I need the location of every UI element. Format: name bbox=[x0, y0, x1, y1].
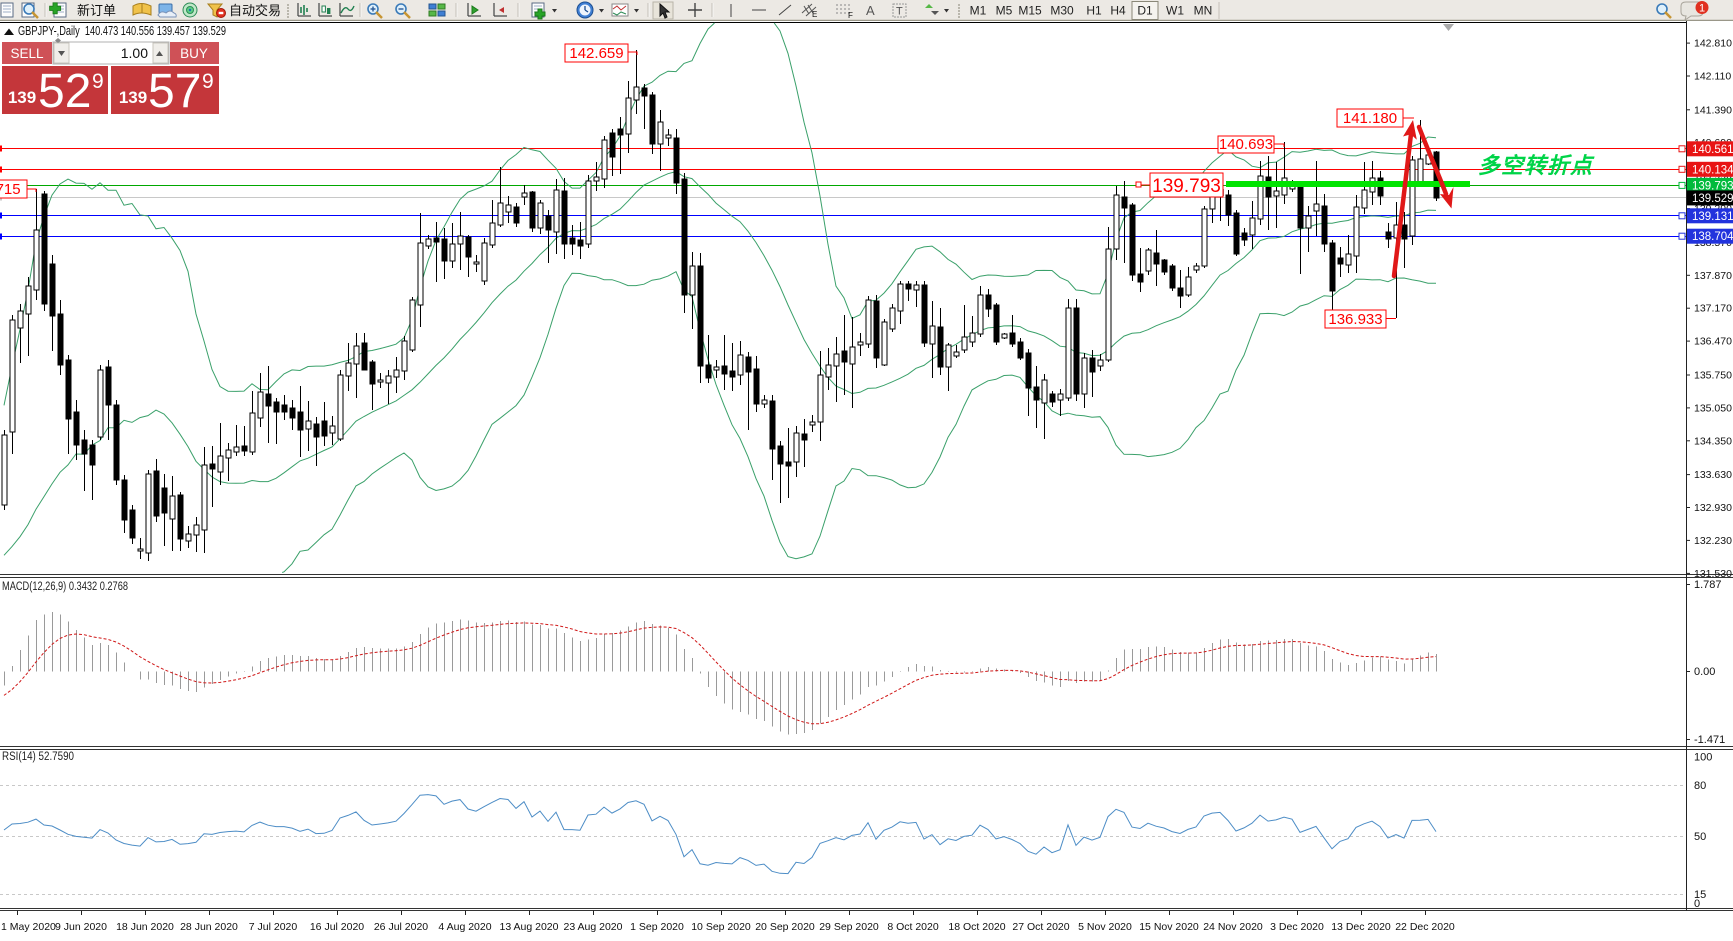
svg-text:20 Sep 2020: 20 Sep 2020 bbox=[755, 921, 815, 933]
svg-text:134.350: 134.350 bbox=[1694, 435, 1732, 447]
svg-text:26 Jul 2020: 26 Jul 2020 bbox=[374, 921, 428, 933]
svg-text:新订单: 新订单 bbox=[77, 3, 116, 18]
svg-text:M5: M5 bbox=[996, 4, 1013, 18]
svg-text:D1: D1 bbox=[1137, 4, 1153, 18]
svg-text:1 May 2020: 1 May 2020 bbox=[1, 921, 56, 933]
svg-text:W1: W1 bbox=[1166, 4, 1184, 18]
svg-text:F: F bbox=[848, 11, 853, 20]
svg-text:多空转折点: 多空转折点 bbox=[1478, 153, 1595, 178]
svg-text:-1.471: -1.471 bbox=[1694, 734, 1725, 746]
svg-text:16 Jul 2020: 16 Jul 2020 bbox=[310, 921, 364, 933]
svg-text:27 Oct 2020: 27 Oct 2020 bbox=[1012, 921, 1069, 933]
svg-text:140.134: 140.134 bbox=[1692, 164, 1733, 176]
svg-text:140.693: 140.693 bbox=[1219, 136, 1273, 153]
svg-text:13 Aug 2020: 13 Aug 2020 bbox=[500, 921, 559, 933]
svg-text:E: E bbox=[812, 10, 817, 19]
svg-text:3 Dec 2020: 3 Dec 2020 bbox=[1270, 921, 1324, 933]
svg-text:7 Jul 2020: 7 Jul 2020 bbox=[249, 921, 298, 933]
svg-text:A: A bbox=[866, 3, 875, 18]
svg-text:9: 9 bbox=[92, 70, 104, 93]
svg-text:H4: H4 bbox=[1110, 4, 1126, 18]
svg-text:100: 100 bbox=[1694, 752, 1712, 764]
svg-text:1: 1 bbox=[1699, 3, 1705, 15]
svg-text:141.180: 141.180 bbox=[1343, 110, 1397, 127]
svg-text:80: 80 bbox=[1694, 780, 1706, 792]
svg-text:135.750: 135.750 bbox=[1694, 370, 1732, 382]
svg-text:139.793: 139.793 bbox=[1692, 180, 1733, 192]
svg-text:136.933: 136.933 bbox=[1328, 311, 1382, 328]
svg-text:139: 139 bbox=[119, 88, 147, 107]
svg-text:140.561: 140.561 bbox=[1692, 144, 1733, 156]
svg-text:15 Nov 2020: 15 Nov 2020 bbox=[1139, 921, 1199, 933]
svg-text:139.715: 139.715 bbox=[0, 181, 21, 198]
svg-text:137.170: 137.170 bbox=[1694, 303, 1732, 315]
svg-text:GBPJPY-,Daily 140.473 140.556: GBPJPY-,Daily 140.473 140.556 139.457 13… bbox=[18, 24, 226, 38]
svg-text:24 Nov 2020: 24 Nov 2020 bbox=[1203, 921, 1263, 933]
svg-text:135.050: 135.050 bbox=[1694, 402, 1732, 414]
svg-text:132.230: 132.230 bbox=[1694, 535, 1732, 547]
svg-text:1.787: 1.787 bbox=[1694, 579, 1722, 591]
svg-text:9 Jun 2020: 9 Jun 2020 bbox=[55, 921, 107, 933]
svg-text:SELL: SELL bbox=[10, 46, 44, 61]
svg-text:57: 57 bbox=[148, 65, 201, 118]
svg-text:M30: M30 bbox=[1050, 4, 1074, 18]
svg-text:15: 15 bbox=[1694, 889, 1706, 901]
svg-text:BUY: BUY bbox=[180, 46, 208, 61]
svg-text:141.390: 141.390 bbox=[1694, 104, 1732, 116]
svg-text:4 Aug 2020: 4 Aug 2020 bbox=[438, 921, 491, 933]
svg-text:MN: MN bbox=[1194, 4, 1213, 18]
svg-text:0: 0 bbox=[1694, 898, 1700, 910]
svg-text:50: 50 bbox=[1694, 831, 1706, 843]
svg-text:132.930: 132.930 bbox=[1694, 502, 1732, 514]
svg-text:M15: M15 bbox=[1018, 4, 1042, 18]
svg-text:139.793: 139.793 bbox=[1152, 176, 1221, 197]
svg-text:9: 9 bbox=[202, 70, 214, 93]
svg-text:H1: H1 bbox=[1086, 4, 1102, 18]
svg-text:自动交易: 自动交易 bbox=[229, 3, 281, 18]
svg-text:142.110: 142.110 bbox=[1694, 71, 1731, 83]
svg-text:MACD(12,26,9) 0.3432 0.2768: MACD(12,26,9) 0.3432 0.2768 bbox=[2, 581, 128, 593]
svg-text:137.870: 137.870 bbox=[1694, 270, 1732, 282]
svg-text:23 Aug 2020: 23 Aug 2020 bbox=[564, 921, 623, 933]
svg-text:13 Dec 2020: 13 Dec 2020 bbox=[1331, 921, 1391, 933]
svg-text:142.810: 142.810 bbox=[1694, 38, 1732, 50]
svg-text:29 Sep 2020: 29 Sep 2020 bbox=[819, 921, 879, 933]
svg-text:142.659: 142.659 bbox=[569, 45, 623, 62]
svg-text:131.530: 131.530 bbox=[1694, 568, 1732, 580]
svg-text:18 Oct 2020: 18 Oct 2020 bbox=[948, 921, 1005, 933]
svg-text:1.00: 1.00 bbox=[121, 45, 148, 61]
svg-text:52: 52 bbox=[38, 65, 91, 118]
svg-text:18 Jun 2020: 18 Jun 2020 bbox=[116, 921, 174, 933]
svg-text:136.470: 136.470 bbox=[1694, 336, 1732, 348]
svg-text:138.704: 138.704 bbox=[1692, 231, 1733, 243]
svg-text:28 Jun 2020: 28 Jun 2020 bbox=[180, 921, 238, 933]
svg-text:10 Sep 2020: 10 Sep 2020 bbox=[691, 921, 751, 933]
svg-text:5 Nov 2020: 5 Nov 2020 bbox=[1078, 921, 1132, 933]
svg-text:139: 139 bbox=[8, 88, 36, 107]
svg-text:M1: M1 bbox=[970, 4, 987, 18]
svg-text:T: T bbox=[896, 6, 903, 18]
svg-text:133.630: 133.630 bbox=[1694, 469, 1732, 481]
svg-text:0.00: 0.00 bbox=[1694, 666, 1715, 678]
svg-text:139.131: 139.131 bbox=[1692, 211, 1733, 223]
svg-text:8 Oct 2020: 8 Oct 2020 bbox=[887, 921, 939, 933]
svg-text:RSI(14) 52.7590: RSI(14) 52.7590 bbox=[2, 751, 74, 763]
svg-text:1 Sep 2020: 1 Sep 2020 bbox=[630, 921, 684, 933]
svg-text:22 Dec 2020: 22 Dec 2020 bbox=[1395, 921, 1455, 933]
svg-text:139.529: 139.529 bbox=[1692, 193, 1733, 205]
